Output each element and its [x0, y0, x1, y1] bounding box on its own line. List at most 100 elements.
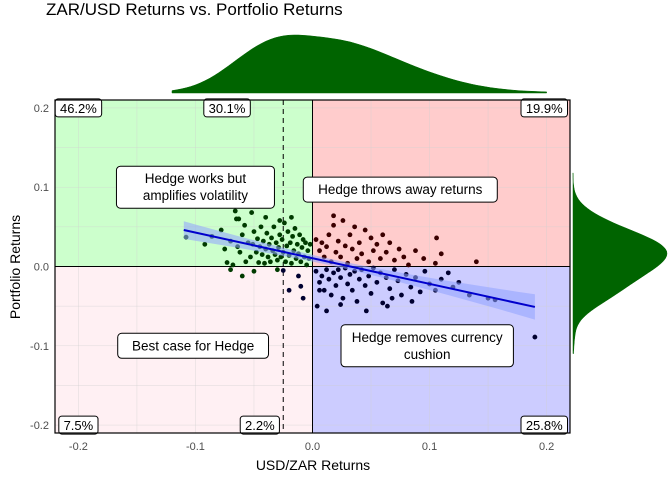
scatter-point [374, 279, 380, 285]
scatter-point [256, 260, 262, 265]
x-density-area [171, 34, 547, 94]
annotation-text: Hedge throws away returns [318, 182, 483, 197]
scatter-point [370, 248, 376, 254]
percent-label-text: 2.2% [245, 418, 275, 433]
scatter-point [255, 236, 260, 242]
y-tick-label: -0.1 [30, 341, 49, 353]
chart-title: ZAR/USD Returns vs. Portfolio Returns [46, 0, 343, 19]
percent-label: 7.5% [58, 415, 99, 435]
scatter-point [307, 241, 313, 247]
scatter-point [354, 298, 360, 304]
scatter-point [356, 240, 362, 246]
scatter-point [338, 275, 343, 280]
scatter-point [267, 259, 273, 265]
scatter-point [292, 226, 298, 231]
x-tick-label: -0.1 [186, 441, 205, 453]
scatter-point [274, 257, 280, 263]
scatter-point [289, 260, 294, 266]
y-tick-label: 0.0 [34, 262, 49, 274]
percent-label-box [203, 98, 251, 118]
scatter-point [392, 257, 397, 263]
scatter-point [251, 229, 257, 235]
scatter-point [305, 248, 311, 254]
scatter-point [269, 235, 274, 241]
scatter-point [303, 240, 308, 246]
regression-fit-line [183, 229, 536, 308]
scatter-point [328, 292, 334, 298]
scatter-point [286, 287, 292, 293]
scatter-point [532, 334, 538, 340]
x-marginal-density [171, 34, 547, 94]
scatter-point [251, 268, 257, 274]
annotation-text: amplifies volatility [143, 188, 248, 203]
scatter-point [326, 276, 332, 282]
scatter-point [304, 262, 310, 268]
scatter-point [340, 218, 346, 223]
scatter-point [317, 287, 322, 293]
scatter-point [377, 256, 383, 261]
annotation-box [340, 324, 514, 368]
y-axis-ticks: -0.2 -0.1 0.0 0.1 0.2 [30, 103, 49, 432]
scatter-point [399, 292, 404, 298]
annotation-box [117, 332, 270, 359]
x-tick-label: 0.1 [422, 441, 437, 453]
percent-label: 19.9% [520, 98, 568, 118]
percent-label: 30.1% [203, 98, 251, 118]
percent-label: 25.8% [520, 415, 568, 435]
x-axis-title: USD/ZAR Returns [256, 457, 370, 473]
scatter-point [349, 246, 355, 252]
scatter-point [417, 289, 423, 295]
annotation-box [115, 165, 275, 209]
scatter-point [331, 270, 336, 276]
scatter-point [284, 243, 290, 249]
annotation-box [302, 176, 498, 203]
y-tick-label: -0.2 [30, 420, 49, 432]
scatter-point [277, 218, 283, 223]
scatter-point [356, 276, 362, 282]
scatter-point [326, 232, 332, 238]
scatter-point [473, 259, 479, 265]
scatter-point [296, 273, 301, 279]
y-tick-label: 0.1 [34, 182, 49, 194]
scatter-point [224, 260, 230, 265]
percent-label-box [239, 415, 280, 435]
scatter-point [298, 259, 304, 265]
scatter-point [345, 281, 351, 287]
scatter-point [387, 286, 393, 292]
y-axis-title: Portfolio Returns [7, 215, 23, 319]
percent-label-text: 46.2% [60, 101, 97, 116]
scatter-point [368, 291, 374, 296]
scatter-point [422, 268, 428, 274]
annotation-label: Hedge works but amplifies volatility [115, 165, 275, 209]
annotation-label: Hedge removes currency cushion [340, 324, 514, 368]
scatter-point [262, 260, 267, 266]
confidence-band [183, 221, 535, 320]
scatter-point [359, 251, 365, 257]
scatter-point [352, 224, 358, 230]
percent-label-text: 30.1% [209, 101, 246, 116]
scatter-point [313, 268, 319, 274]
scatter-point [264, 230, 270, 236]
scatter-point [366, 273, 372, 279]
scatter-point [413, 248, 418, 254]
scatter-point [342, 243, 348, 249]
scatter-point [331, 213, 336, 219]
scatter-point [277, 232, 283, 238]
scatter-point [232, 208, 238, 214]
panel-border [54, 99, 571, 434]
regression-line [183, 221, 536, 320]
scatter-point [236, 216, 242, 222]
percent-label-box [520, 98, 568, 118]
scatter-point [421, 256, 427, 261]
annotation-label: Best case for Hedge [117, 332, 270, 359]
scatter-point [202, 241, 208, 247]
percent-label: 2.2% [239, 415, 280, 435]
y-tick-label: 0.2 [34, 103, 49, 115]
scatter-point [282, 220, 287, 226]
scatter-point [362, 283, 368, 288]
scatter-point [283, 259, 288, 265]
scatter-point [363, 308, 369, 314]
percent-label-box [58, 415, 99, 435]
scatter-point [287, 240, 293, 246]
